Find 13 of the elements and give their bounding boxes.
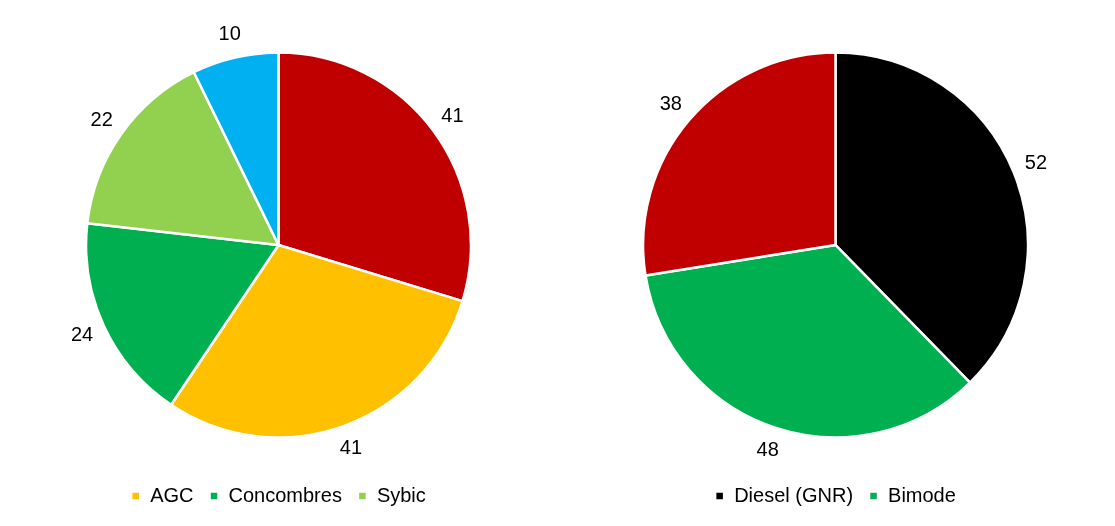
- legend-label: Concombres: [228, 483, 342, 506]
- data-label: 52: [1024, 150, 1048, 173]
- legend-label: AGC: [150, 483, 194, 506]
- data-label: 41: [339, 436, 363, 459]
- data-label: 38: [659, 92, 682, 115]
- legend-label: Sybic: [376, 483, 426, 506]
- data-label: 22: [90, 107, 113, 130]
- legend-label: Diesel (GNR): [734, 483, 854, 506]
- data-label: 10: [218, 21, 241, 44]
- data-label: 24: [70, 323, 94, 346]
- data-label: 41: [441, 103, 464, 126]
- data-label: 48: [756, 438, 779, 461]
- legend-label: Bimode: [888, 483, 956, 506]
